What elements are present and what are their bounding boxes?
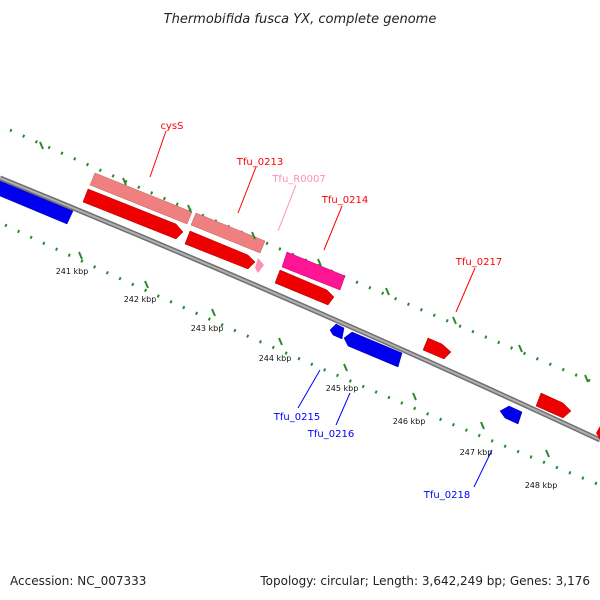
gene-labels: cysS Tfu_0213 Tfu_R0007 Tfu_0214 Tfu_021… xyxy=(161,121,503,501)
feature-Tfu_0213-outer[interactable] xyxy=(190,212,266,254)
feature-Tfu_0214-misc[interactable] xyxy=(281,251,346,291)
map-title: Thermobifida fusca YX, complete genome xyxy=(164,12,437,27)
tick-label-243: 243 kbp xyxy=(191,324,224,333)
tick-label-247: 247 kbp xyxy=(460,448,493,457)
label-leaders xyxy=(149,130,493,488)
tick-labels: 241 kbp 242 kbp 243 kbp 244 kbp 245 kbp … xyxy=(56,267,558,490)
gene-label-Tfu_0218[interactable]: Tfu_0218 xyxy=(423,490,470,501)
upper-tick-track xyxy=(9,128,600,387)
gene-label-cysS[interactable]: cysS xyxy=(161,121,184,132)
feature-Tfu_0215[interactable] xyxy=(329,323,345,340)
genome-summary-text: Topology: circular; Length: 3,642,249 bp… xyxy=(260,574,590,588)
gene-label-Tfu_0214[interactable]: Tfu_0214 xyxy=(321,195,368,206)
tick-label-248: 248 kbp xyxy=(525,481,558,490)
gene-label-Tfu_0217[interactable]: Tfu_0217 xyxy=(455,257,502,268)
tick-label-246: 246 kbp xyxy=(393,417,426,426)
feature-Tfu_0216[interactable] xyxy=(343,331,403,368)
major-ticks xyxy=(39,141,589,458)
feature-Tfu_0218[interactable] xyxy=(499,405,523,425)
tick-label-245: 245 kbp xyxy=(326,384,359,393)
genome-backbone xyxy=(0,175,600,443)
feature-Tfu_R0007[interactable] xyxy=(255,258,264,273)
feature-cysS-outer[interactable] xyxy=(89,172,193,225)
gene-label-Tfu_0216[interactable]: Tfu_0216 xyxy=(307,429,354,440)
gene-label-Tfu_R0007[interactable]: Tfu_R0007 xyxy=(271,174,325,185)
tick-label-241: 241 kbp xyxy=(56,267,89,276)
gene-label-Tfu_0215[interactable]: Tfu_0215 xyxy=(273,412,320,423)
feature-reverse-left[interactable] xyxy=(0,180,74,225)
feature-Tfu_0213[interactable] xyxy=(184,230,256,270)
feature-forward-extra-1[interactable] xyxy=(535,392,572,419)
tick-label-242: 242 kbp xyxy=(124,295,157,304)
gene-label-Tfu_0213[interactable]: Tfu_0213 xyxy=(236,157,283,168)
feature-cysS[interactable] xyxy=(82,188,184,240)
feature-forward-extra-2[interactable] xyxy=(596,426,600,440)
feature-Tfu_0217[interactable] xyxy=(422,337,452,360)
tick-label-244: 244 kbp xyxy=(259,354,292,363)
feature-Tfu_0214[interactable] xyxy=(274,269,335,306)
accession-text: Accession: NC_007333 xyxy=(10,574,147,588)
